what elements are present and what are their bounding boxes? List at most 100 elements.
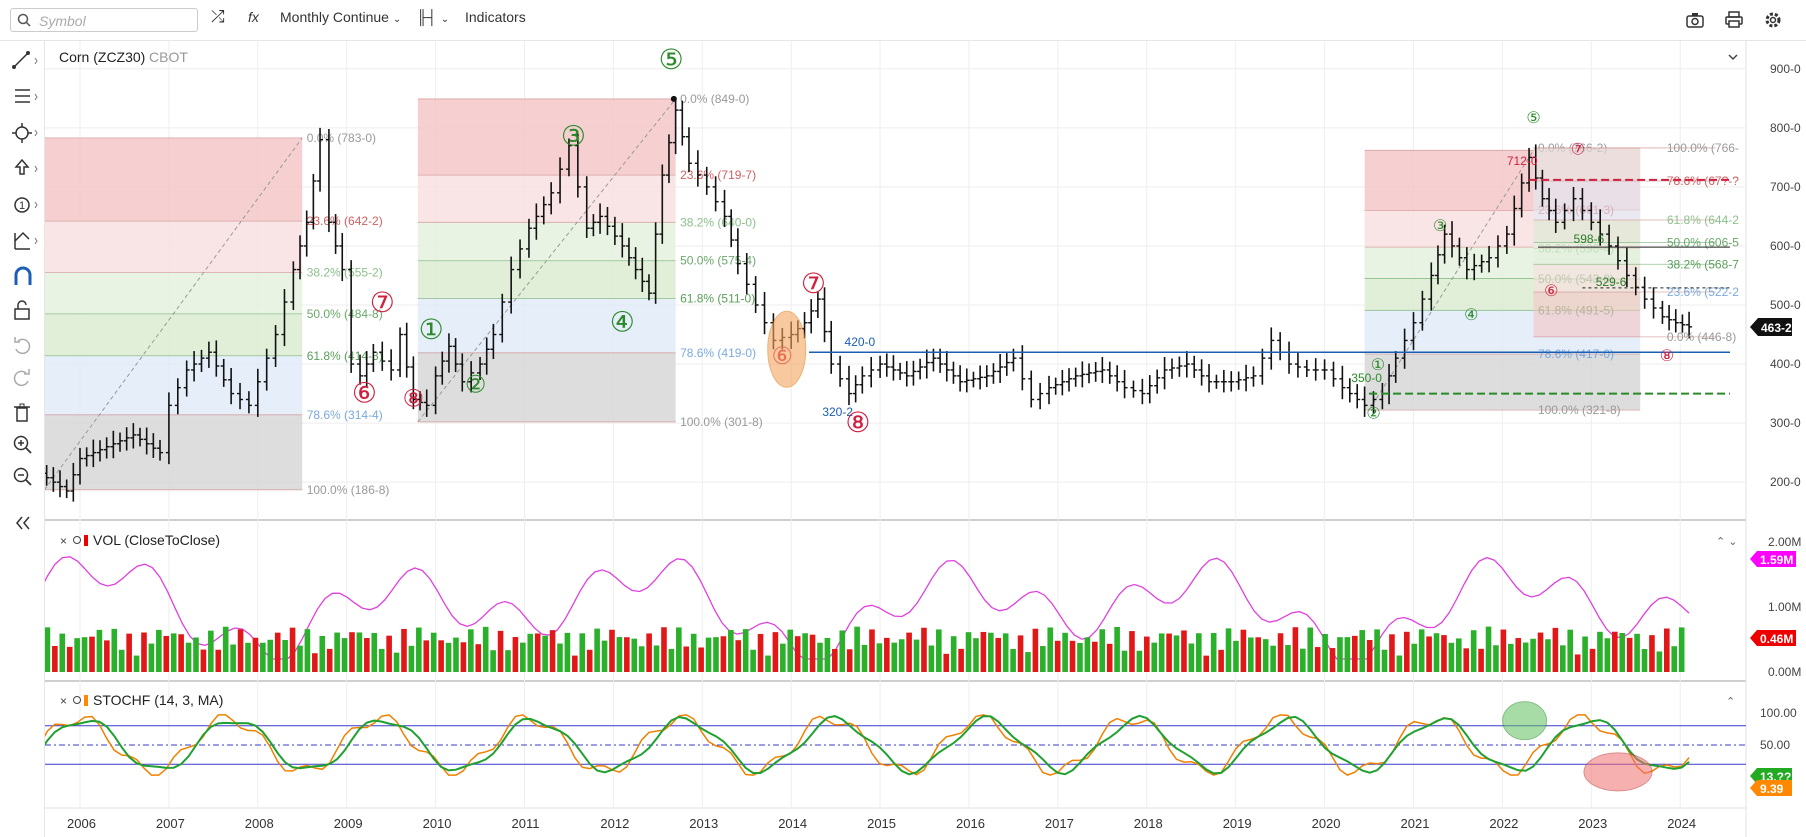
chevron-down-icon[interactable] bbox=[1728, 54, 1738, 61]
vol-line bbox=[39, 556, 1690, 660]
collapse-sidebar-button[interactable] bbox=[10, 509, 40, 537]
camera-icon[interactable] bbox=[1686, 12, 1704, 28]
price-bar bbox=[423, 389, 430, 417]
lock-tool[interactable] bbox=[10, 297, 40, 325]
arrow-tool[interactable] bbox=[10, 155, 40, 183]
vol-bar bbox=[1181, 630, 1187, 672]
vol-bar bbox=[1664, 628, 1670, 672]
price-bar bbox=[1588, 202, 1595, 231]
chart-type-dropdown[interactable]: ╟┤ ⌄ bbox=[417, 9, 449, 25]
close-icon[interactable]: × bbox=[60, 534, 67, 548]
price-bar bbox=[508, 256, 515, 314]
fib-level-label: 61.8% (511-0) bbox=[680, 292, 755, 306]
measure-tool[interactable] bbox=[10, 227, 40, 255]
indicators-button[interactable]: Indicators bbox=[465, 9, 526, 25]
vol-bar bbox=[676, 627, 682, 672]
price-bar bbox=[1268, 327, 1275, 370]
price-bar bbox=[814, 292, 821, 318]
price-bar bbox=[1354, 384, 1361, 409]
fib-zone bbox=[1364, 210, 1534, 248]
vol-bar bbox=[609, 629, 615, 672]
trendline-tool[interactable] bbox=[10, 47, 40, 75]
zoom-out-button[interactable] bbox=[10, 463, 40, 491]
vol-bar bbox=[1493, 645, 1499, 672]
fib-level-label: 78.6% (67?-? bbox=[1667, 174, 1739, 188]
fx-button[interactable]: fx bbox=[248, 9, 259, 25]
price-bar bbox=[950, 361, 957, 384]
price-tick-label: 200-0 bbox=[1770, 475, 1801, 489]
vol-bar bbox=[772, 632, 779, 672]
vol-bar bbox=[594, 628, 600, 672]
vol-bar bbox=[1537, 632, 1544, 672]
price-bar bbox=[363, 351, 370, 388]
redo-button[interactable] bbox=[10, 363, 40, 391]
year-tick-label: 2024 bbox=[1667, 816, 1696, 831]
vol-bar bbox=[215, 649, 222, 672]
level-label-598: 598-6 bbox=[1574, 232, 1605, 246]
vol-bar bbox=[1470, 630, 1477, 672]
fib-zone bbox=[1533, 354, 1641, 411]
collapse-icon: ⌃ bbox=[1726, 696, 1735, 708]
price-tick-label: 400-0 bbox=[1770, 357, 1801, 371]
stoch-tick-label: 100.00 bbox=[1760, 706, 1797, 720]
eye-icon[interactable] bbox=[73, 696, 81, 704]
vol-bar bbox=[326, 648, 333, 672]
vol-bar bbox=[1136, 650, 1143, 672]
price-bar bbox=[317, 127, 324, 192]
vol-bar bbox=[1515, 638, 1522, 672]
vol-bar bbox=[1054, 640, 1061, 672]
price-bar bbox=[525, 218, 532, 258]
print-icon[interactable] bbox=[1725, 11, 1743, 28]
chevron-down-icon: ⌄ bbox=[440, 14, 450, 25]
fib-trend-line bbox=[44, 137, 303, 491]
price-bar bbox=[1339, 365, 1346, 400]
vol-bar bbox=[1322, 633, 1328, 672]
eye-icon[interactable] bbox=[73, 536, 81, 544]
svg-text:463-2: 463-2 bbox=[1761, 321, 1792, 335]
stoch-title: STOCHF (14, 3, MA) bbox=[93, 692, 223, 708]
price-bar bbox=[752, 276, 759, 313]
price-bar bbox=[228, 367, 235, 405]
fib-level-label: 23.6% (719-7) bbox=[680, 168, 756, 182]
vol-bar bbox=[497, 630, 504, 672]
panel-frames bbox=[45, 40, 1747, 837]
delete-button[interactable] bbox=[10, 399, 40, 427]
magnet-tool[interactable] bbox=[10, 263, 40, 291]
wave-label: ② bbox=[465, 371, 487, 398]
vol-bar bbox=[178, 634, 184, 672]
fib-level-label: 78.6% (417-0) bbox=[1538, 347, 1614, 361]
price-bar bbox=[852, 375, 859, 403]
pattern-tool[interactable] bbox=[10, 119, 40, 147]
undo-button[interactable] bbox=[10, 331, 40, 359]
vol-bar bbox=[237, 629, 244, 672]
fib-tool[interactable] bbox=[10, 83, 40, 111]
price-bar bbox=[123, 427, 130, 451]
vol-bar bbox=[319, 635, 326, 672]
vol-bar bbox=[282, 639, 288, 672]
move-icon bbox=[12, 123, 38, 143]
fib-zone bbox=[1533, 147, 1641, 181]
price-bar bbox=[403, 322, 410, 378]
price-bar bbox=[220, 358, 227, 387]
price-bar bbox=[957, 365, 964, 392]
close-icon[interactable]: × bbox=[60, 694, 67, 708]
zoom-in-button[interactable] bbox=[10, 431, 40, 459]
stoch-header: × STOCHF (14, 3, MA) ⌃ bbox=[60, 692, 1735, 708]
zoom-in-icon bbox=[13, 435, 32, 454]
price-tick-label: 500-0 bbox=[1770, 298, 1801, 312]
symbol-search-input[interactable] bbox=[37, 12, 191, 30]
price-bar bbox=[1503, 225, 1510, 254]
compare-icon[interactable]: ⤮ bbox=[211, 7, 225, 26]
price-bar bbox=[1161, 356, 1168, 390]
vol-bar bbox=[1352, 635, 1358, 672]
period-dropdown[interactable]: Monthly Continue ⌄ bbox=[280, 9, 401, 25]
wave-label-tool[interactable]: 1 bbox=[10, 191, 40, 219]
gear-icon[interactable] bbox=[1764, 11, 1782, 29]
fib-level-label: 100.0% (766- bbox=[1667, 141, 1739, 155]
vol-bar bbox=[988, 632, 994, 672]
vol-bar bbox=[958, 648, 964, 672]
vol-bar bbox=[460, 642, 467, 672]
wave-label: ③ bbox=[1433, 218, 1447, 235]
symbol-search[interactable] bbox=[10, 8, 198, 32]
